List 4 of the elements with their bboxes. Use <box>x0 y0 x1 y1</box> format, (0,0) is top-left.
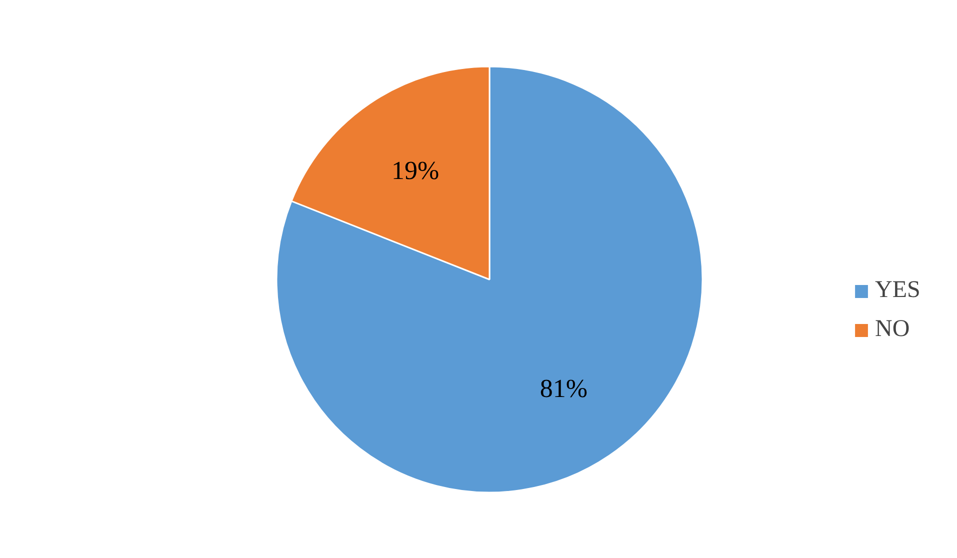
legend-label: YES <box>875 277 920 304</box>
data-label: 19% <box>391 156 440 185</box>
legend-label: NO <box>875 316 910 343</box>
data-label: 81% <box>540 374 588 404</box>
